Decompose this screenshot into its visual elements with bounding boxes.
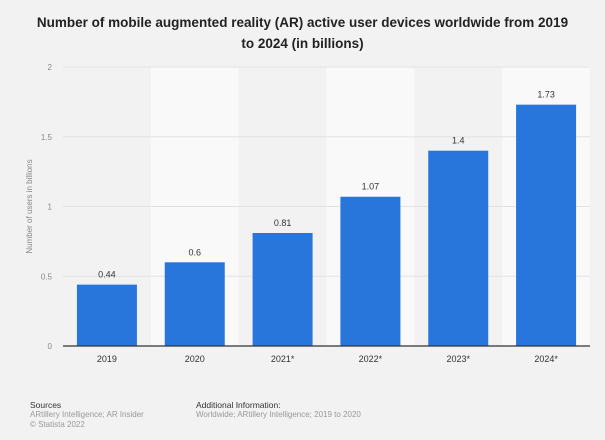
bar-2020 bbox=[164, 262, 225, 346]
data-label: 0.6 bbox=[188, 247, 201, 257]
additional-info-heading: Additional Information: bbox=[196, 400, 281, 410]
x-tick-label: 2019 bbox=[97, 354, 117, 364]
y-tick-label: 0 bbox=[48, 342, 53, 351]
sources-text: ARtillery Intelligence; AR Insider bbox=[30, 410, 144, 419]
data-label: 1.07 bbox=[362, 182, 380, 192]
y-axis-label: Number of users in billions bbox=[25, 159, 34, 253]
y-tick-label: 1 bbox=[48, 203, 53, 212]
sources-block: Sources ARtillery Intelligence; AR Insid… bbox=[30, 400, 144, 430]
x-tick-label: 2023* bbox=[446, 354, 470, 364]
x-tick-label: 2021* bbox=[271, 354, 295, 364]
bar-2023* bbox=[428, 150, 489, 346]
data-label: 1.4 bbox=[452, 136, 465, 146]
y-tick-label: 0.5 bbox=[41, 272, 53, 281]
bar-2024* bbox=[516, 104, 577, 346]
bar-2022* bbox=[340, 196, 401, 346]
x-tick-label: 2024* bbox=[534, 354, 558, 364]
data-label: 0.81 bbox=[274, 218, 292, 228]
bar-chart: 0 0.5 1 1.5 2 0.44 2019 0.6 2020 0.81 2021* 1.07 202… bbox=[25, 63, 590, 364]
additional-info-text: Worldwide; ARtillery Intelligence; 2019 … bbox=[196, 410, 361, 419]
x-tick-label: 2020 bbox=[185, 354, 205, 364]
bar-2021* bbox=[252, 233, 313, 346]
bar-2019 bbox=[76, 284, 137, 346]
chart-title: Number of mobile augmented reality (AR) … bbox=[36, 15, 569, 51]
data-label: 1.73 bbox=[537, 90, 555, 100]
y-tick-label: 2 bbox=[48, 63, 53, 72]
additional-info-block: Additional Information: Worldwide; ARtil… bbox=[196, 400, 361, 420]
x-tick-label: 2022* bbox=[359, 354, 383, 364]
y-tick-label: 1.5 bbox=[41, 133, 53, 142]
copyright: © Statista 2022 bbox=[30, 420, 85, 429]
sources-heading: Sources bbox=[30, 400, 62, 410]
data-label: 0.44 bbox=[98, 270, 116, 280]
